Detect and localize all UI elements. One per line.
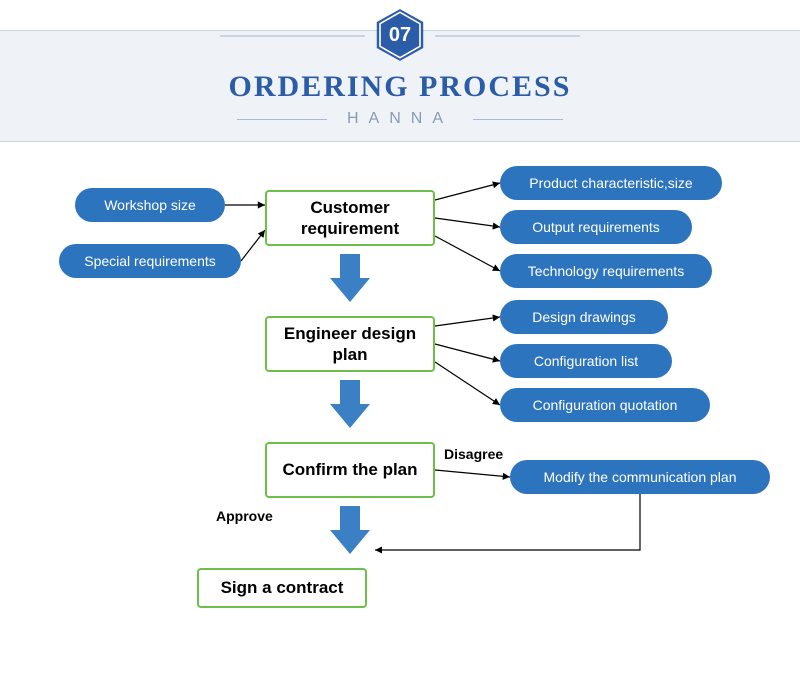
section-badge: 07 [373,8,427,62]
detail-pill-p_cfglist: Configuration list [500,344,672,378]
process-box-n_eng: Engineer design plan [265,316,435,372]
edge-label-approve: Approve [216,508,273,524]
section-badge-number: 07 [373,8,427,62]
detail-pill-p_cfgquo: Configuration quotation [500,388,710,422]
page-title: ORDERING PROCESS [0,70,800,104]
header-rule-right [435,35,580,37]
detail-pill-p_tech: Technology requirements [500,254,712,288]
page-subtitle: HANNA [347,110,453,128]
header-rule-left [220,35,365,37]
process-box-n_sign: Sign a contract [197,568,367,608]
detail-pill-p_modify: Modify the communication plan [510,460,770,494]
subtitle-rule-left [237,119,327,120]
edge-label-disagree: Disagree [444,446,503,462]
flow-arrow-down [330,380,370,420]
flow-arrow-down [330,254,370,294]
process-box-n_conf: Confirm the plan [265,442,435,498]
detail-pill-p_design: Design drawings [500,300,668,334]
flowchart-canvas: Customer requirement Engineer design plan… [0,150,800,674]
page-subtitle-row: HANNA [0,110,800,128]
flow-arrow-down [330,506,370,546]
detail-pill-p_prod: Product characteristic,size [500,166,722,200]
detail-pill-p_workshop: Workshop size [75,188,225,222]
process-box-n_cust: Customer requirement [265,190,435,246]
detail-pill-p_output: Output requirements [500,210,692,244]
subtitle-rule-right [473,119,563,120]
detail-pill-p_special: Special requirements [59,244,241,278]
